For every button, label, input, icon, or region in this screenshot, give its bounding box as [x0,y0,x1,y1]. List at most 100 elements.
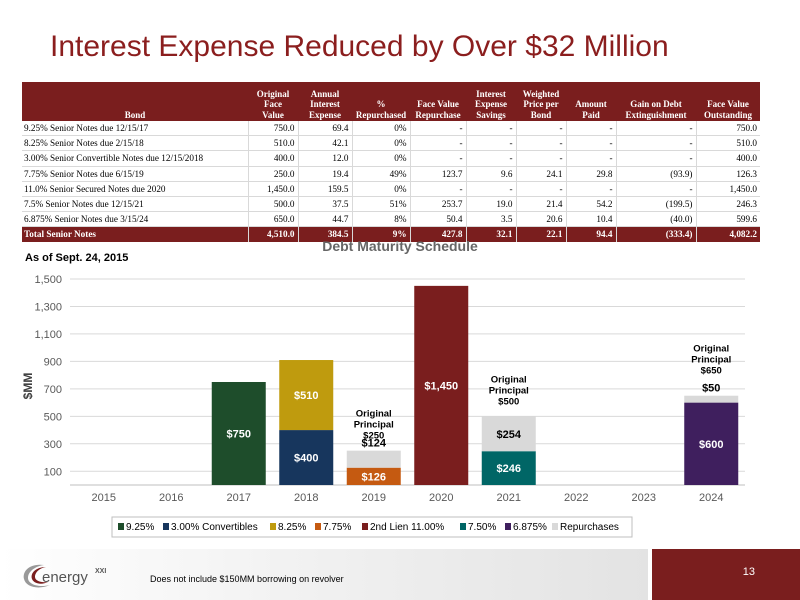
column-header-line: Price per [523,99,559,110]
column-header-line: Bond [124,109,146,120]
column-header-line: Face Value [417,99,459,110]
table-row: 7.75% Senior Notes due 6/15/19 250.0 19.4 4… [22,166,760,182]
logo-text: energy [42,569,88,586]
data-label: $126 [362,471,386,483]
page-number-box: 13 [652,549,800,600]
table-cell: (93.9) [615,166,696,182]
x-tick-label: 2023 [632,492,656,504]
table-cell: 0% [351,135,410,152]
debt-maturity-chart: 100 300 500 700 900 1,100 1,300 1,500 $MM 2015 201… [21,274,745,538]
bar-segment [211,382,266,485]
legend-swatch [270,523,276,530]
table-cell: 0% [351,150,410,167]
table-cell: 19.4 [297,166,352,182]
column-header-line: Interest [310,99,340,110]
column-header: Annual Interest Expense [298,82,352,121]
x-tick-label: 2016 [159,492,183,504]
column-header-line: % [376,99,386,110]
column-header: Weighted Price per Bond [516,82,566,121]
column-header: Bond [22,82,248,121]
bond-name-cell: 6.875% Senior Notes due 3/15/24 [22,211,248,228]
legend-swatch [362,523,368,530]
original-principal-annotation: Original [491,374,527,385]
table-cell: 750.0 [247,121,298,137]
column-header-line: Outstanding [703,109,753,120]
data-label: $50 [702,383,720,395]
data-label: $750 [227,429,251,441]
table-cell: 510.0 [247,135,298,152]
table-cell: - [615,121,696,137]
column-header-line: Weighted [522,89,560,100]
senior-notes-table: Bond Original Face Value Annual Interest Expen… [22,82,760,242]
column-header: Gain on Debt Extinguishment [616,82,696,121]
y-tick-label: 1,100 [34,329,62,341]
column-header-line: Repurchased [355,109,407,120]
page-number: 13 [742,566,755,578]
bar-segment [481,451,536,485]
bar-segment [414,285,469,485]
table-cell: 3.5 [465,211,516,228]
table-cell: 4,082.2 [695,226,760,242]
original-principal-annotation: Principal [489,385,529,396]
table-cell: 599.6 [695,211,760,228]
x-tick-label: 2015 [92,492,116,504]
data-label: $600 [699,439,723,451]
table-cell: - [565,121,616,137]
table-cell: 51% [351,196,410,213]
table-cell: 250.0 [247,166,298,182]
table-cell: 123.7 [409,166,466,182]
table-header-row: Bond Original Face Value Annual Interest Expen… [22,82,760,121]
table-cell: 750.0 [695,121,760,137]
logo-suffix: XXI [95,568,106,575]
table-cell: 69.4 [297,121,352,137]
x-tick-label: 2022 [564,492,588,504]
column-header: Face Value Outstanding [696,82,760,121]
table-cell: - [409,181,466,197]
legend-label: 6.875% [513,522,547,533]
table-cell: 246.3 [695,196,760,213]
table-cell: 4,510.0 [247,226,298,242]
bar-segment [279,360,334,431]
column-header-line: Amount [575,99,607,110]
legend-label: 9.25% [126,522,154,533]
x-tick-label: 2024 [699,492,723,504]
bar-segment [346,467,401,485]
legend-swatch [552,523,558,530]
table-row: 3.00% Senior Convertible Notes due 12/15… [22,150,760,167]
table-cell: - [465,181,516,197]
table-cell: 19.0 [465,196,516,213]
column-header-line: Annual [310,89,340,100]
table-cell: - [515,181,566,197]
table-cell: 159.5 [297,181,352,197]
y-tick-label: 1,500 [34,274,62,286]
legend-label: 3.00% Convertibles [171,522,258,533]
table-cell: 21.4 [515,196,566,213]
column-header-line: Interest [476,89,506,100]
x-tick-label: 2021 [497,492,521,504]
bar-segment [684,395,739,403]
x-tick-label: 2019 [362,492,386,504]
table-cell: - [465,121,516,137]
table-row: 7.5% Senior Notes due 12/15/21 500.0 37.5 5… [22,196,760,213]
table-cell: 500.0 [247,196,298,213]
table-cell: 50.4 [409,211,466,228]
table-cell: - [565,150,616,167]
column-header-line: Face Value [707,99,749,110]
table-cell: (333.4) [615,226,696,242]
energy-xxi-logo: energy XXI [23,564,106,588]
table-cell: 20.6 [515,211,566,228]
x-tick-label: 2017 [227,492,251,504]
data-label: $246 [497,463,521,475]
as-of-date: As of Sept. 24, 2015 [25,252,129,264]
table-cell: 0% [351,121,410,137]
bond-name-cell: 3.00% Senior Convertible Notes due 12/15… [22,150,248,167]
original-principal-annotation: $250 [363,431,384,442]
column-header: Face Value Repurchase [410,82,466,121]
table-cell: 94.4 [565,226,616,242]
column-header-line: Paid [582,109,600,120]
table-cell: 510.0 [695,135,760,152]
legend-swatch [118,523,124,530]
y-tick-label: 1,300 [34,301,62,313]
column-header-line: Gain on Debt [630,99,682,110]
bond-name-cell: 8.25% Senior Notes due 2/15/18 [22,135,248,152]
